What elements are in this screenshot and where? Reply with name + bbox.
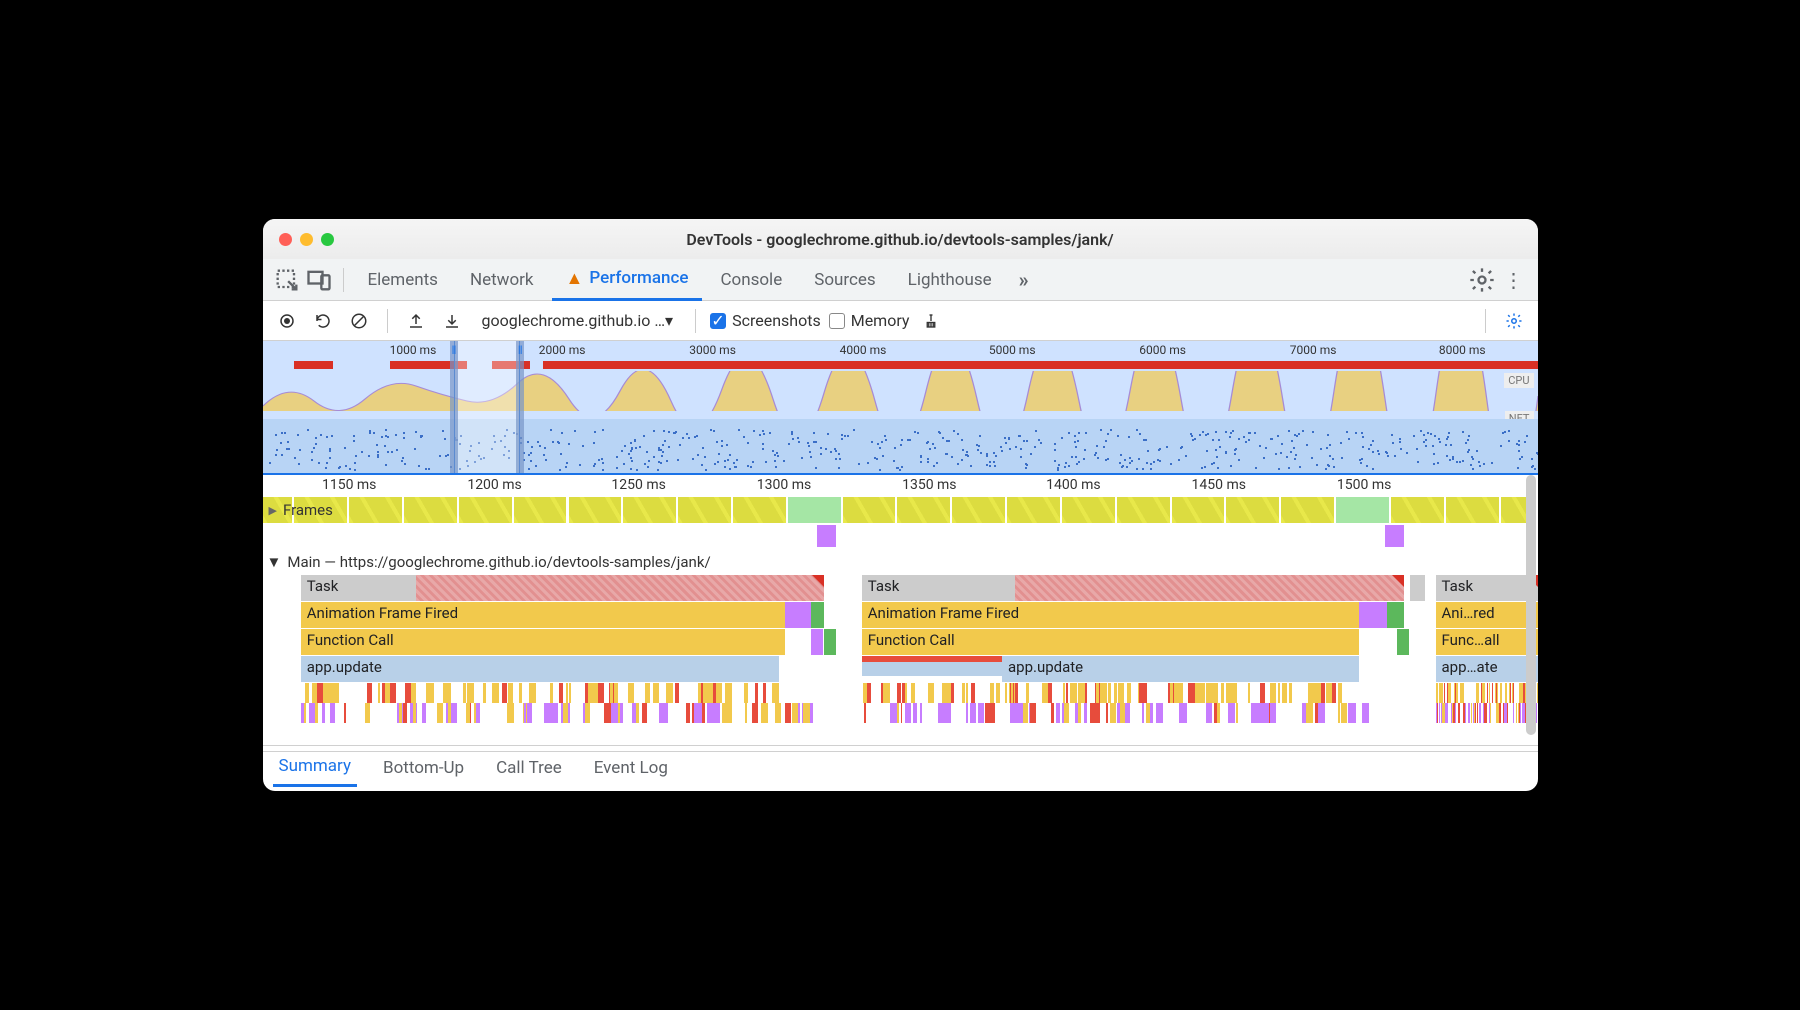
warning-icon: ▲ (566, 268, 584, 289)
flame-chart[interactable]: TaskTaskTaskAnimation Frame FiredAnimati… (263, 575, 1538, 745)
layout-shifts-track[interactable]: Layout shifts (263, 523, 1538, 549)
tab-lighthouse[interactable]: Lighthouse (894, 259, 1006, 301)
tab-performance[interactable]: ▲Performance (552, 259, 703, 301)
overview-handle-right[interactable]: ‖ (516, 341, 524, 473)
clear-button[interactable] (345, 307, 373, 335)
reload-button[interactable] (309, 307, 337, 335)
tab-elements[interactable]: Elements (354, 259, 452, 301)
overview-handle-left[interactable]: ‖ (450, 341, 458, 473)
detail-ruler: 1150 ms1200 ms1250 ms1300 ms1350 ms1400 … (263, 475, 1538, 497)
overview-selection[interactable] (454, 341, 520, 473)
overview-pane[interactable]: 1000 ms2000 ms3000 ms4000 ms5000 ms6000 … (263, 341, 1538, 475)
settings-icon[interactable] (1468, 266, 1496, 294)
detail-tabs: Summary Bottom-Up Call Tree Event Log (263, 751, 1538, 791)
tab-call-tree[interactable]: Call Tree (490, 758, 568, 786)
devtools-window: DevTools - googlechrome.github.io/devtoo… (263, 219, 1538, 791)
upload-button[interactable] (402, 307, 430, 335)
tab-console[interactable]: Console (706, 259, 796, 301)
zoom-button[interactable] (321, 233, 334, 246)
close-button[interactable] (279, 233, 292, 246)
traffic-lights (279, 233, 334, 246)
frames-track[interactable]: ▶Frames (263, 497, 1538, 523)
separator (343, 268, 344, 292)
kebab-menu-icon[interactable]: ⋮ (1500, 266, 1528, 294)
tab-network[interactable]: Network (456, 259, 548, 301)
titlebar: DevTools - googlechrome.github.io/devtoo… (263, 219, 1538, 259)
tab-summary[interactable]: Summary (273, 756, 357, 787)
tab-event-log[interactable]: Event Log (588, 758, 674, 786)
capture-settings-icon[interactable] (1500, 307, 1528, 335)
tab-sources[interactable]: Sources (800, 259, 889, 301)
vertical-scrollbar[interactable] (1526, 475, 1536, 735)
record-button[interactable] (273, 307, 301, 335)
panel-tabs: Elements Network ▲Performance Console So… (263, 259, 1538, 301)
screenshots-checkbox[interactable]: ✓ Screenshots (710, 311, 821, 330)
collapse-icon[interactable]: ▼ (267, 553, 282, 571)
expand-icon[interactable]: ▶ (269, 504, 277, 517)
window-title: DevTools - googlechrome.github.io/devtoo… (686, 230, 1113, 249)
more-tabs-icon[interactable]: » (1010, 266, 1038, 294)
gc-button[interactable] (917, 307, 945, 335)
inspect-icon[interactable] (273, 266, 301, 294)
tab-bottom-up[interactable]: Bottom-Up (377, 758, 470, 786)
main-track: ▼Main — https://googlechrome.github.io/d… (263, 549, 1538, 745)
memory-checkbox[interactable]: Memory (829, 311, 910, 330)
checkbox-checked-icon: ✓ (710, 313, 726, 329)
checkbox-unchecked-icon (829, 313, 845, 329)
download-button[interactable] (438, 307, 466, 335)
minimize-button[interactable] (300, 233, 313, 246)
profile-dropdown[interactable]: googlechrome.github.io …▾ (474, 309, 682, 332)
perf-toolbar: googlechrome.github.io …▾ ✓ Screenshots … (263, 301, 1538, 341)
device-icon[interactable] (305, 266, 333, 294)
